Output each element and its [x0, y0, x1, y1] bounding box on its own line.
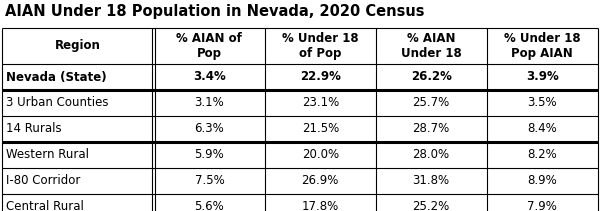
Text: 5.6%: 5.6%	[194, 200, 224, 211]
Text: 26.2%: 26.2%	[410, 70, 452, 84]
Text: 6.3%: 6.3%	[194, 123, 224, 135]
Text: 25.2%: 25.2%	[412, 200, 450, 211]
Text: Nevada (State): Nevada (State)	[6, 70, 107, 84]
Text: Central Rural: Central Rural	[6, 200, 84, 211]
Text: 25.7%: 25.7%	[412, 96, 450, 110]
Text: 5.9%: 5.9%	[194, 149, 224, 161]
Text: 8.2%: 8.2%	[527, 149, 557, 161]
Text: AIAN Under 18 Population in Nevada, 2020 Census: AIAN Under 18 Population in Nevada, 2020…	[5, 4, 425, 19]
Text: 8.4%: 8.4%	[527, 123, 557, 135]
Text: % AIAN
Under 18: % AIAN Under 18	[401, 32, 461, 60]
Text: 14 Rurals: 14 Rurals	[6, 123, 62, 135]
Text: 28.7%: 28.7%	[412, 123, 450, 135]
Text: 3.1%: 3.1%	[194, 96, 224, 110]
Text: 8.9%: 8.9%	[527, 174, 557, 188]
Text: Western Rural: Western Rural	[6, 149, 89, 161]
Text: 17.8%: 17.8%	[302, 200, 339, 211]
Text: 28.0%: 28.0%	[413, 149, 449, 161]
Text: % AIAN of
Pop: % AIAN of Pop	[176, 32, 242, 60]
Text: % Under 18
of Pop: % Under 18 of Pop	[282, 32, 359, 60]
Text: 31.8%: 31.8%	[413, 174, 449, 188]
Text: Region: Region	[55, 39, 101, 53]
Text: 3 Urban Counties: 3 Urban Counties	[6, 96, 109, 110]
Text: 7.9%: 7.9%	[527, 200, 557, 211]
Text: 7.5%: 7.5%	[194, 174, 224, 188]
Text: 26.9%: 26.9%	[302, 174, 339, 188]
Text: I-80 Corridor: I-80 Corridor	[6, 174, 80, 188]
Text: 3.5%: 3.5%	[527, 96, 557, 110]
Text: 21.5%: 21.5%	[302, 123, 339, 135]
Text: 23.1%: 23.1%	[302, 96, 339, 110]
Text: 20.0%: 20.0%	[302, 149, 339, 161]
Text: % Under 18
Pop AIAN: % Under 18 Pop AIAN	[504, 32, 581, 60]
Text: 22.9%: 22.9%	[300, 70, 341, 84]
Text: 3.9%: 3.9%	[526, 70, 559, 84]
Text: 3.4%: 3.4%	[193, 70, 226, 84]
